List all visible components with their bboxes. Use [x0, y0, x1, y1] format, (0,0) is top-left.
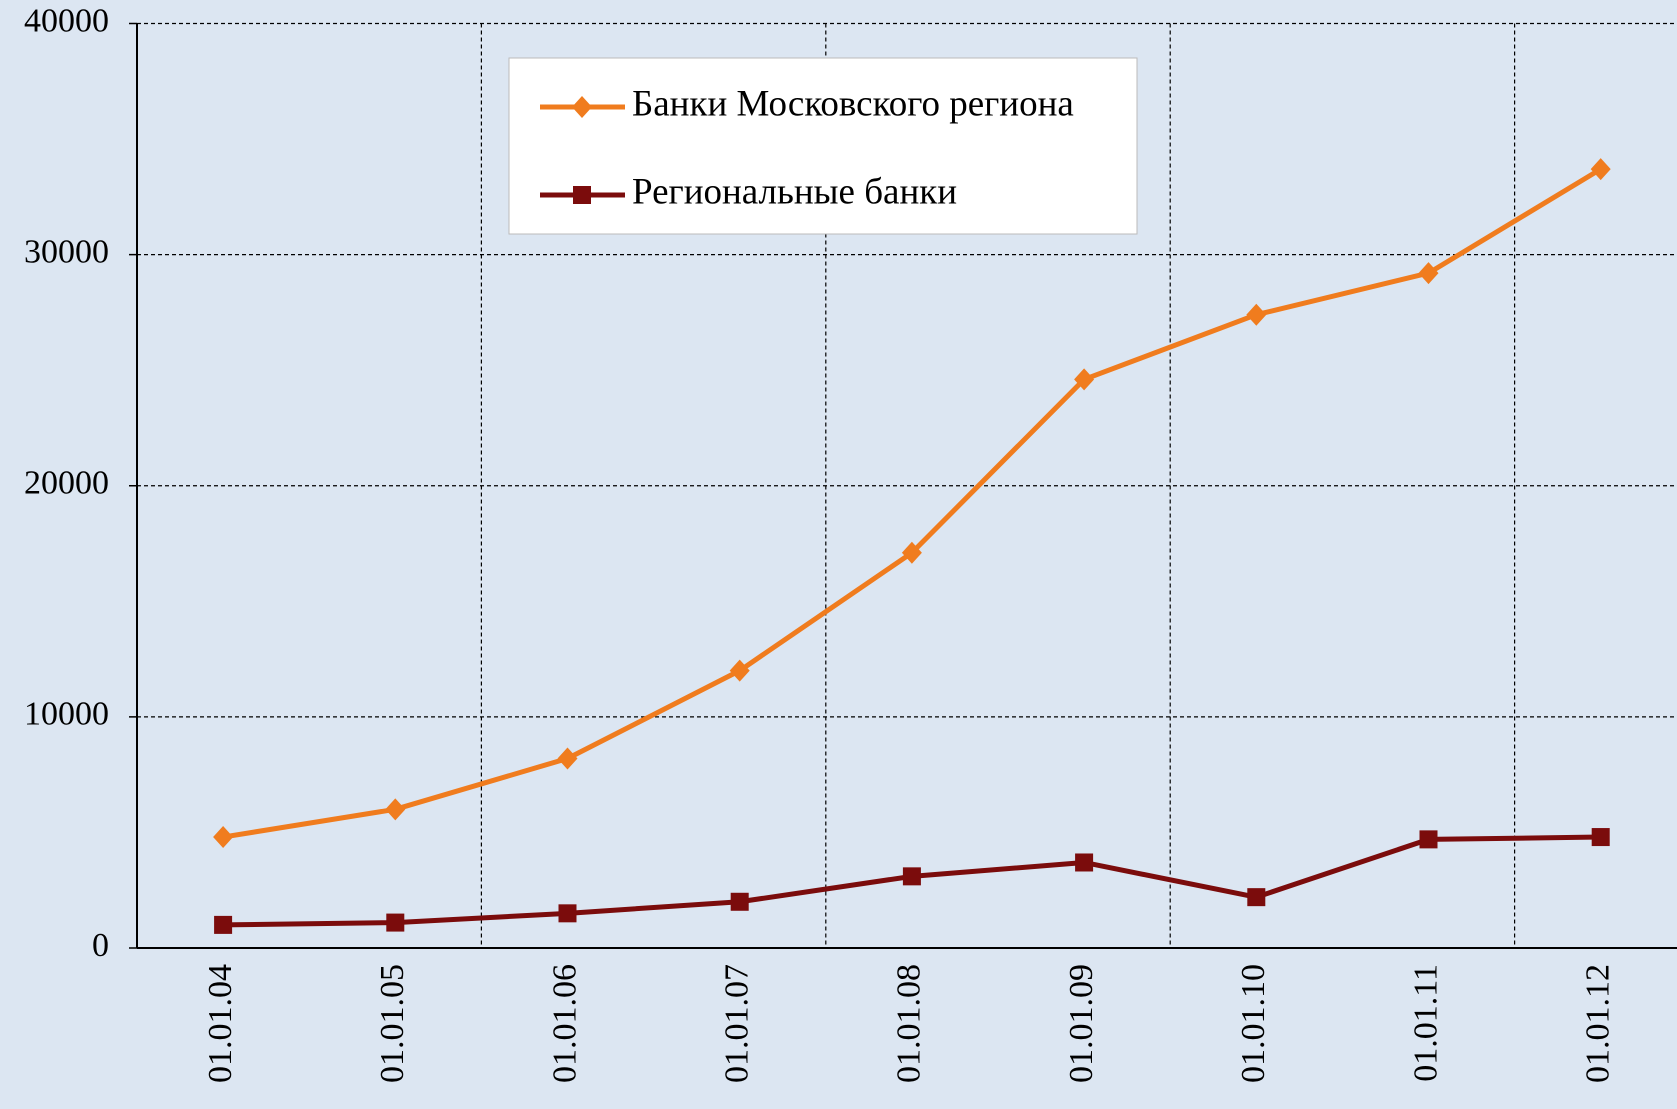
x-tick-label: 01.01.08: [891, 964, 928, 1083]
marker: [1418, 262, 1439, 285]
x-tick-label: 01.01.12: [1579, 964, 1616, 1083]
x-tick-label: 01.01.11: [1407, 964, 1444, 1082]
marker: [1074, 368, 1095, 391]
y-tick-label: 30000: [24, 233, 109, 270]
marker: [213, 826, 234, 849]
x-tick-label: 01.01.07: [718, 964, 755, 1083]
marker: [1247, 888, 1266, 907]
marker: [385, 798, 406, 821]
x-tick-label: 01.01.10: [1235, 964, 1272, 1083]
marker: [902, 867, 921, 886]
marker: [1075, 853, 1094, 872]
y-tick-label: 20000: [24, 465, 109, 502]
marker: [1246, 303, 1267, 326]
marker: [558, 904, 577, 923]
legend-box: [508, 57, 1138, 235]
marker: [1591, 828, 1610, 847]
marker: [557, 747, 578, 770]
marker: [572, 96, 592, 118]
legend-label: Банки Московского региона: [632, 83, 1074, 124]
marker: [901, 541, 922, 564]
grid: [137, 22, 1677, 948]
marker: [729, 659, 750, 682]
x-tick-label: 01.01.09: [1063, 964, 1100, 1083]
legend-label: Региональные банки: [632, 171, 957, 212]
marker: [1419, 830, 1438, 849]
marker: [386, 913, 405, 932]
y-tick-label: 0: [92, 927, 109, 964]
legend: Банки Московского региона Региональные ба…: [508, 57, 1138, 235]
y-tick-label: 10000: [24, 696, 109, 733]
marker: [573, 186, 591, 204]
marker: [1590, 158, 1611, 181]
marker: [730, 892, 749, 911]
plot: [213, 158, 1611, 934]
x-tick-label: 01.01.06: [546, 964, 583, 1083]
x-tick-label: 01.01.05: [374, 964, 411, 1083]
x-tick-label: 01.01.04: [202, 964, 239, 1083]
marker: [214, 915, 233, 934]
y-tick-label: 40000: [24, 2, 109, 39]
